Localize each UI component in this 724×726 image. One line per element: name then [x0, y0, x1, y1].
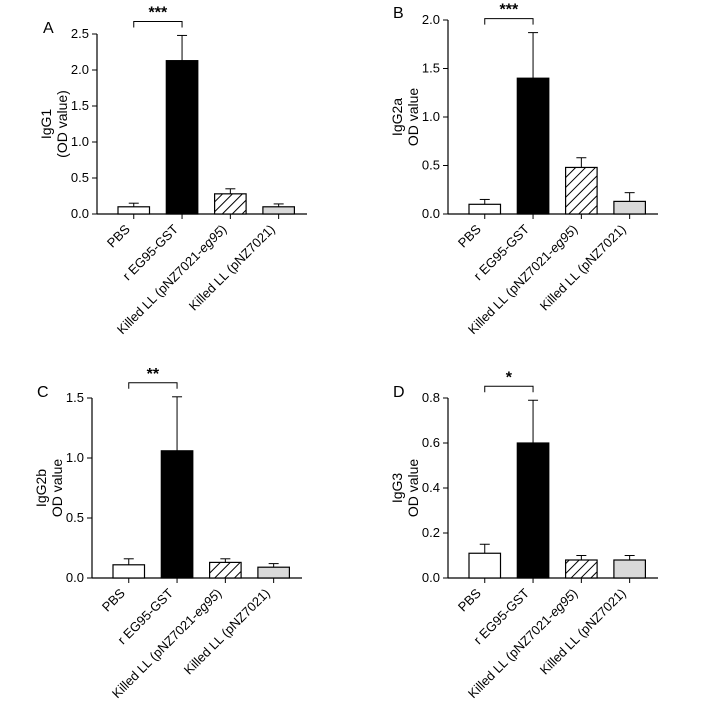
y-axis-label: IgG2aOD value	[389, 88, 421, 147]
sig-bracket	[485, 19, 533, 25]
svg-text:2.0: 2.0	[71, 62, 89, 77]
bar-1	[517, 443, 549, 578]
bar-1	[166, 61, 198, 214]
sig-label: ***	[149, 4, 168, 21]
sig-bracket	[129, 383, 177, 389]
xtick-label-3: Killed LL (pNZ7021)	[186, 222, 278, 314]
svg-text:0.5: 0.5	[422, 158, 440, 173]
svg-text:1.0: 1.0	[66, 450, 84, 465]
sig-label: ***	[500, 2, 519, 19]
svg-text:0.8: 0.8	[422, 390, 440, 405]
xtick-label-3: Killed LL (pNZ7021)	[537, 586, 629, 678]
xtick-label-0: PBS	[455, 585, 484, 614]
bar-3	[258, 567, 290, 578]
xtick-label-3: Killed LL (pNZ7021)	[537, 222, 629, 314]
svg-text:IgG2b: IgG2b	[33, 469, 49, 507]
bar-1	[517, 78, 549, 214]
svg-text:2.0: 2.0	[422, 12, 440, 27]
xtick-label-3: Killed LL (pNZ7021)	[181, 586, 273, 678]
svg-text:IgG3: IgG3	[389, 473, 405, 504]
bar-3	[614, 560, 646, 578]
bar-0	[469, 553, 501, 578]
svg-text:OD value: OD value	[405, 459, 421, 518]
svg-text:1.5: 1.5	[66, 390, 84, 405]
svg-text:0.5: 0.5	[66, 510, 84, 525]
sig-label: *	[506, 369, 513, 386]
y-axis-label: IgG1(OD value)	[38, 90, 70, 158]
bar-0	[469, 204, 501, 214]
svg-text:IgG2a: IgG2a	[389, 98, 405, 136]
xtick-label-0: PBS	[104, 221, 133, 250]
svg-text:1.5: 1.5	[422, 61, 440, 76]
svg-text:1.5: 1.5	[71, 98, 89, 113]
svg-text:IgG1: IgG1	[38, 109, 54, 140]
bar-2	[566, 167, 598, 214]
figure-svg: A0.00.51.01.52.02.5IgG1(OD value)PBSr EG…	[0, 0, 724, 721]
svg-text:OD value: OD value	[49, 459, 65, 518]
svg-text:0.4: 0.4	[422, 480, 440, 495]
sig-bracket	[134, 21, 182, 27]
sig-label: **	[147, 366, 160, 383]
svg-text:1.0: 1.0	[422, 109, 440, 124]
y-axis-label: IgG2bOD value	[33, 459, 65, 518]
bar-0	[118, 207, 150, 214]
svg-text:0.5: 0.5	[71, 170, 89, 185]
panel-label-D: D	[393, 384, 405, 401]
panel-label-B: B	[393, 5, 404, 22]
svg-text:1.0: 1.0	[71, 134, 89, 149]
bar-2	[210, 562, 242, 578]
svg-text:(OD value): (OD value)	[54, 90, 70, 158]
xtick-label-0: PBS	[455, 221, 484, 250]
svg-text:0.0: 0.0	[422, 206, 440, 221]
svg-text:0.2: 0.2	[422, 525, 440, 540]
y-axis-label: IgG3OD value	[389, 459, 421, 518]
bar-3	[263, 207, 295, 214]
sig-bracket	[485, 386, 533, 392]
panel-label-A: A	[43, 20, 54, 37]
bar-2	[215, 194, 247, 214]
svg-text:0.6: 0.6	[422, 435, 440, 450]
svg-text:0.0: 0.0	[71, 206, 89, 221]
xtick-label-0: PBS	[99, 585, 128, 614]
svg-text:2.5: 2.5	[71, 26, 89, 41]
panel-label-C: C	[37, 384, 49, 401]
bar-0	[113, 565, 145, 578]
bar-2	[566, 560, 598, 578]
svg-text:OD value: OD value	[405, 88, 421, 147]
bar-3	[614, 201, 646, 214]
svg-text:0.0: 0.0	[66, 570, 84, 585]
bar-1	[161, 451, 193, 578]
svg-text:0.0: 0.0	[422, 570, 440, 585]
